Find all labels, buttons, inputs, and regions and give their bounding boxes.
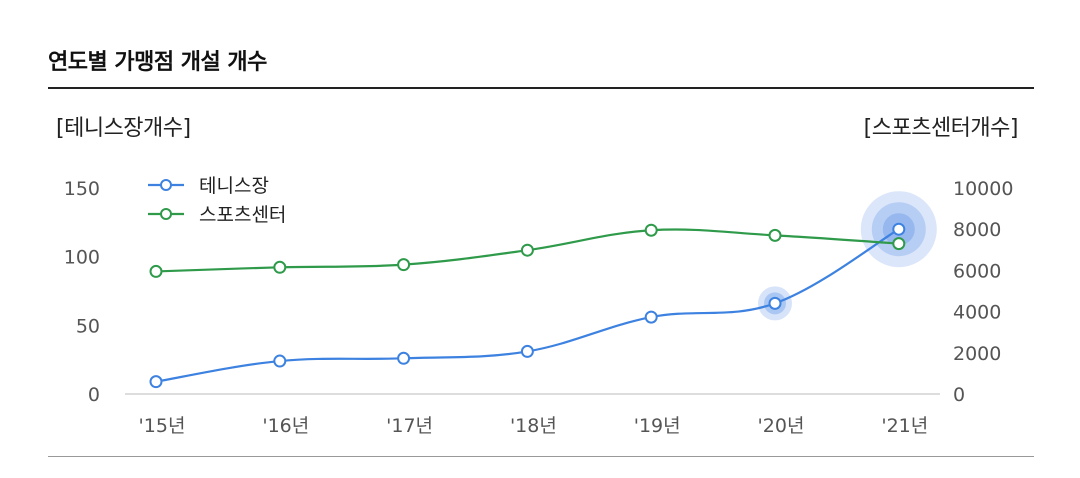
data-point [520,344,534,358]
data-point [149,264,163,278]
data-point [397,351,411,365]
right-tick-label: 6000 [953,260,1001,282]
left-axis-ticks: 150 100 50 0 [64,178,100,406]
legend-label: 테니스장 [199,175,269,197]
data-point [892,237,906,251]
x-tick-label: '18년 [510,415,557,437]
left-tick-label: 100 [64,247,100,269]
legend-marker [160,208,172,220]
right-tick-label: 0 [953,384,965,406]
data-point [149,375,163,389]
x-axis-ticks: '15년 '16년 '17년 '18년 '19년 '20년 '21년 [139,415,929,437]
data-point [520,243,534,257]
series-lines [149,222,906,389]
x-tick-label: '21년 [881,415,928,437]
data-point [892,222,906,236]
right-tick-label: 8000 [953,219,1001,241]
chart-title: 연도별 가맹점 개설 개수 [48,50,267,75]
x-tick-label: '17년 [386,415,433,437]
left-tick-label: 50 [76,315,100,337]
data-point [397,258,411,272]
x-tick-label: '16년 [262,415,309,437]
highlight-glows [758,191,937,321]
right-tick-label: 2000 [953,343,1001,365]
x-tick-label: '20년 [758,415,805,437]
data-point [644,310,658,324]
right-tick-label: 4000 [953,302,1001,324]
left-tick-label: 0 [88,384,100,406]
x-tick-label: '15년 [139,415,186,437]
legend-marker [160,179,172,191]
right-axis-ticks: 10000 8000 6000 4000 2000 0 [953,178,1013,406]
data-point [273,260,287,274]
data-point [768,296,782,310]
legend-label: 스포츠센터 [199,204,286,226]
right-axis-title: [스포츠센터개수] [863,116,1019,141]
bottom-divider [48,456,1034,457]
x-tick-label: '19년 [634,415,681,437]
right-tick-label: 10000 [953,178,1013,200]
data-point [768,228,782,242]
left-tick-label: 150 [64,178,100,200]
title-divider [48,87,1034,89]
data-point [273,354,287,368]
data-point [644,223,658,237]
left-axis-title: [테니스장개수] [56,116,191,141]
